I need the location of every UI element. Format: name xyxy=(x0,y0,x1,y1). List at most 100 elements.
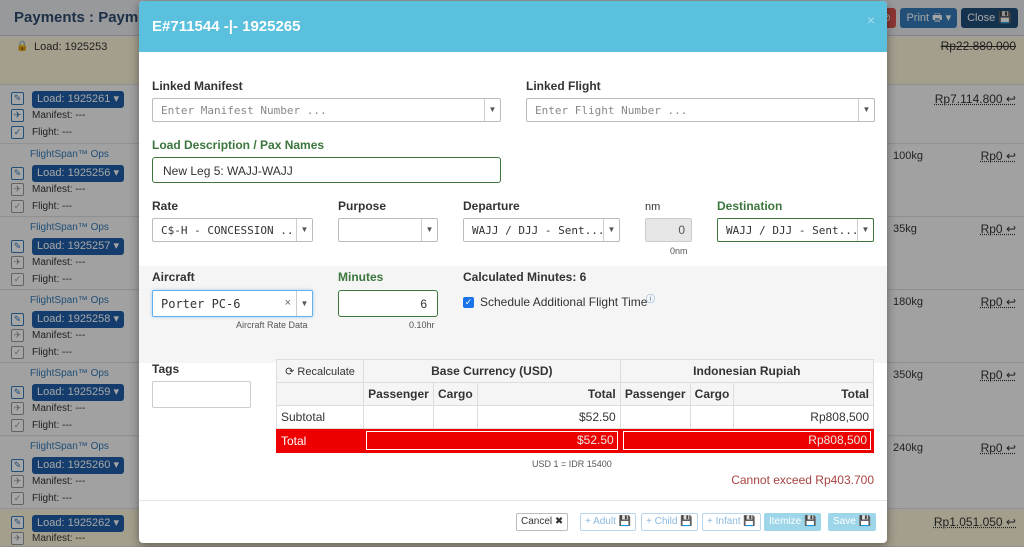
close-icon[interactable]: × xyxy=(866,12,875,28)
linked-manifest-select[interactable]: Enter Manifest Number ... ▼ xyxy=(152,98,501,122)
plane-icon[interactable]: ✈ xyxy=(11,402,24,415)
lock-icon: 🔒 xyxy=(16,41,29,52)
modal-header: E#711544 -|- 1925265 × xyxy=(139,1,887,52)
plane-icon[interactable]: ✈ xyxy=(11,475,24,488)
add-adult-button[interactable]: + Adult 💾 xyxy=(580,513,637,531)
departure-label: Departure xyxy=(463,199,520,213)
col-cargo-usd: Cargo xyxy=(433,382,478,406)
manifest-label: Manifest: --- xyxy=(32,403,86,414)
aircraft-select[interactable]: Porter PC-6 × ▼ xyxy=(152,290,313,317)
load-dropdown-button[interactable]: Load: 1925259 ▾ xyxy=(32,384,124,401)
calculated-minutes: Calculated Minutes: 6 xyxy=(463,270,587,284)
rate-select[interactable]: C$-H - CONCESSION ... ▼ xyxy=(152,218,313,242)
load-description-label: Load Description / Pax Names xyxy=(152,138,325,152)
check-icon[interactable]: ✓ xyxy=(11,126,24,139)
check-icon[interactable]: ✓ xyxy=(11,419,24,432)
flight-label: Flight: --- xyxy=(32,201,72,212)
edit-icon[interactable]: ✎ xyxy=(11,92,24,105)
col-total-idr: Total xyxy=(733,382,874,406)
add-infant-button[interactable]: + Infant 💾 xyxy=(702,513,761,531)
ops-label: FlightSpan™ Ops xyxy=(30,441,109,452)
load-dropdown-button[interactable]: Load: 1925256 ▾ xyxy=(32,165,124,182)
edit-icon[interactable]: ✎ xyxy=(11,313,24,326)
chevron-down-icon[interactable]: ▼ xyxy=(603,219,619,241)
plane-icon[interactable]: ✈ xyxy=(11,256,24,269)
edit-icon[interactable]: ✎ xyxy=(11,167,24,180)
load-dropdown-button[interactable]: Load: 1925257 ▾ xyxy=(32,238,124,255)
row-weight: 350kg xyxy=(893,369,923,381)
destination-label: Destination xyxy=(717,199,783,213)
aircraft-rate-data-hint[interactable]: Aircraft Rate Data xyxy=(236,320,308,330)
save-button[interactable]: Save 💾 xyxy=(828,513,877,531)
check-icon[interactable]: ✓ xyxy=(11,492,24,505)
check-icon[interactable]: ✓ xyxy=(11,273,24,286)
schedule-additional-label: Schedule Additional Flight Time xyxy=(480,295,648,309)
linked-flight-label: Linked Flight xyxy=(526,79,601,93)
schedule-additional-checkbox[interactable]: ✓ xyxy=(463,297,474,308)
chevron-down-icon[interactable]: ▼ xyxy=(296,291,312,316)
departure-select[interactable]: WAJJ / DJJ - Sent... ▼ xyxy=(463,218,620,242)
load-dropdown-button[interactable]: Load: 1925260 ▾ xyxy=(32,457,124,474)
exchange-rate-note: USD 1 = IDR 15400 xyxy=(532,459,612,469)
check-icon[interactable]: ✓ xyxy=(11,200,24,213)
check-icon[interactable]: ✓ xyxy=(11,346,24,359)
load-description-input[interactable]: New Leg 5: WAJJ-WAJJ xyxy=(152,157,501,183)
ops-label: FlightSpan™ Ops xyxy=(30,368,109,379)
minutes-input[interactable]: 6 xyxy=(338,290,438,317)
plane-icon[interactable]: ✈ xyxy=(11,329,24,342)
departure-value: WAJJ / DJJ - Sent... xyxy=(472,224,604,237)
close-page-button[interactable]: Close 💾 xyxy=(961,8,1018,28)
ops-label: FlightSpan™ Ops xyxy=(30,149,109,160)
recalculate-button[interactable]: ⟳ Recalculate xyxy=(276,359,364,383)
edit-icon[interactable]: ✎ xyxy=(11,386,24,399)
row-price[interactable]: Rp7.114.800 ↩ xyxy=(934,92,1016,106)
chevron-down-icon[interactable]: ▼ xyxy=(421,219,437,241)
edit-icon[interactable]: ✎ xyxy=(11,240,24,253)
info-icon[interactable]: ⓘ xyxy=(646,294,656,304)
plane-icon[interactable]: ✈ xyxy=(11,532,24,545)
flight-label: Flight: --- xyxy=(32,127,72,138)
linked-flight-select[interactable]: Enter Flight Number ... ▼ xyxy=(526,98,875,122)
clear-icon[interactable]: × xyxy=(284,297,291,309)
row-price[interactable]: Rp0 ↩ xyxy=(980,149,1016,163)
row-price[interactable]: Rp0 ↩ xyxy=(980,441,1016,455)
nm-input: 0 xyxy=(645,218,692,242)
row-price[interactable]: Rp0 ↩ xyxy=(980,222,1016,236)
cancel-button[interactable]: Cancel ✖ xyxy=(516,513,569,531)
manifest-label: Manifest: --- xyxy=(32,110,86,121)
error-message: Cannot exceed Rp403.700 xyxy=(731,473,874,487)
row-weight: 100kg xyxy=(893,150,923,162)
chevron-down-icon[interactable]: ▼ xyxy=(858,99,874,121)
plane-icon[interactable]: ✈ xyxy=(11,183,24,196)
subtotal-label: Subtotal xyxy=(276,405,364,429)
load-dropdown-button[interactable]: Load: 1925261 ▾ xyxy=(32,91,124,108)
minutes-hint: 0.10hr xyxy=(409,320,435,330)
purpose-label: Purpose xyxy=(338,199,387,213)
add-child-button[interactable]: + Child 💾 xyxy=(641,513,698,531)
row-price[interactable]: Rp22.880.000 xyxy=(940,39,1016,53)
print-button[interactable]: Print 🖶 ▾ xyxy=(900,8,958,28)
chevron-down-icon[interactable]: ▼ xyxy=(857,219,873,241)
load-dropdown-button[interactable]: Load: 1925258 ▾ xyxy=(32,311,124,328)
row-price[interactable]: Rp1.051.050 ↩ xyxy=(933,515,1016,529)
manifest-label: Manifest: --- xyxy=(32,257,86,268)
destination-select[interactable]: WAJJ / DJJ - Sent... ▼ xyxy=(717,218,874,242)
linked-manifest-placeholder: Enter Manifest Number ... xyxy=(161,104,327,117)
chevron-down-icon[interactable]: ▼ xyxy=(484,99,500,121)
rate-label: Rate xyxy=(152,199,179,213)
tags-label: Tags xyxy=(152,362,180,376)
edit-icon[interactable]: ✎ xyxy=(11,459,24,472)
itemize-button[interactable]: Itemize 💾 xyxy=(764,513,822,531)
table-row: Subtotal $52.50 Rp808,500 xyxy=(276,405,874,429)
row-price[interactable]: Rp0 ↩ xyxy=(980,368,1016,382)
nm-hint: 0nm xyxy=(670,246,688,256)
load-dropdown-button[interactable]: Load: 1925262 ▾ xyxy=(32,515,124,532)
row-price[interactable]: Rp0 ↩ xyxy=(980,295,1016,309)
purpose-select[interactable]: ▼ xyxy=(338,218,438,242)
plane-icon[interactable]: ✈ xyxy=(11,109,24,122)
chevron-down-icon[interactable]: ▼ xyxy=(296,219,312,241)
pricing-table: ⟳ Recalculate Base Currency (USD) Indone… xyxy=(276,359,875,453)
tags-input[interactable] xyxy=(152,381,251,408)
col-passenger-idr: Passenger xyxy=(619,382,691,406)
edit-icon[interactable]: ✎ xyxy=(11,516,24,529)
